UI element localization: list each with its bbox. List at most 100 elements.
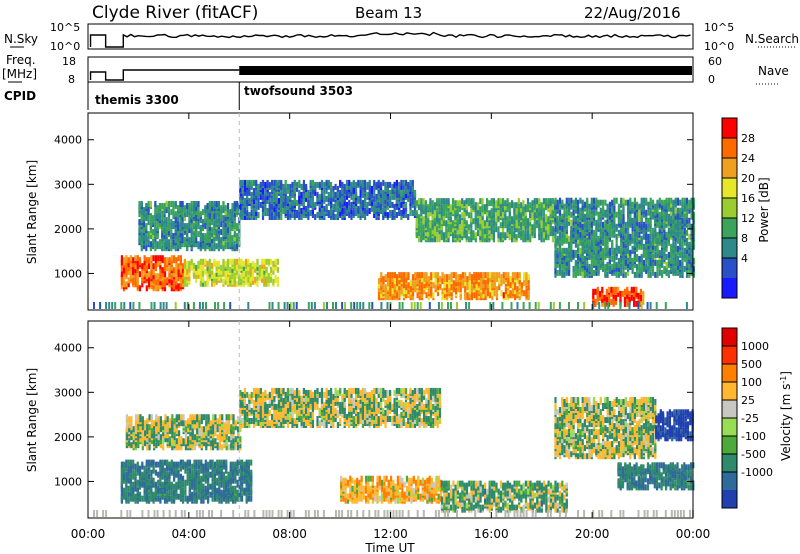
- power-echo-cell: [298, 195, 301, 202]
- power-echo-cell: [515, 214, 518, 221]
- power-echo-cell: [638, 267, 641, 274]
- power-echo-cell: [611, 211, 614, 218]
- power-echo-cell: [661, 233, 664, 240]
- power-echo-cell: [470, 228, 473, 235]
- power-echo-cell: [656, 259, 659, 266]
- power-echo-cell: [654, 215, 657, 222]
- power-echo-cell: [427, 220, 430, 227]
- power-echo-cell: [526, 232, 530, 239]
- power-echo-cell: [540, 218, 543, 225]
- power-echo-cell: [636, 223, 639, 230]
- power-echo-cell: [167, 243, 171, 250]
- power-echo-cell: [159, 267, 162, 274]
- power-echo-cell: [327, 179, 330, 186]
- nsearch-tick-top: 10^5: [704, 21, 734, 34]
- power-echo-cell: [568, 205, 571, 212]
- power-echo-cell: [190, 264, 193, 271]
- power-echo-cell: [170, 255, 173, 262]
- power-echo-cell: [422, 198, 425, 205]
- power-echo-cell: [549, 198, 552, 205]
- velocity-echo-cell: [161, 481, 164, 488]
- power-echo-cell: [391, 280, 394, 287]
- power-echo-cell: [588, 231, 591, 238]
- power-echo-cell: [359, 210, 362, 216]
- power-echo-cell: [602, 259, 605, 266]
- power-echo-cell: [170, 233, 173, 240]
- power-echo-cell: [463, 228, 466, 235]
- power-echo-cell: [597, 247, 600, 254]
- power-echo-cell: [251, 278, 255, 285]
- power-echo-cell: [220, 205, 223, 212]
- power-echo-cell: [361, 199, 364, 206]
- power-echo-cell: [624, 221, 627, 228]
- power-echo-cell: [624, 227, 627, 234]
- power-echo-cell: [161, 267, 164, 274]
- power-echo-cell: [238, 258, 241, 265]
- power-echo-cell: [418, 294, 421, 301]
- power-echo-cell: [455, 272, 458, 279]
- power-echo-cell: [181, 209, 184, 216]
- power-echo-cell: [206, 207, 209, 214]
- power-echo-cell: [481, 198, 484, 205]
- power-echo-cell: [380, 272, 383, 279]
- power-echo-cell: [561, 231, 564, 238]
- power-echo-cell: [645, 213, 648, 220]
- power-echo-cell: [307, 302, 310, 309]
- power-echo-cell: [525, 280, 528, 287]
- power-colorbar-tick-label: 4: [741, 252, 748, 265]
- power-echo-cell: [590, 263, 593, 270]
- power-echo-cell: [395, 189, 398, 196]
- power-echo-cell: [468, 288, 471, 295]
- power-echo-cell: [642, 251, 645, 258]
- power-echo-cell: [389, 210, 392, 216]
- power-echo-cell: [658, 201, 661, 208]
- power-echo-cell: [405, 284, 408, 291]
- power-echo-cell: [393, 203, 396, 210]
- power-echo-cell: [613, 205, 616, 212]
- power-echo-cell: [665, 261, 668, 268]
- power-echo-cell: [156, 205, 159, 212]
- power-echo-cell: [577, 227, 580, 234]
- power-echo-cell: [465, 204, 468, 211]
- power-echo-cell: [148, 257, 151, 264]
- power-echo-cell: [681, 211, 684, 218]
- power-echo-cell: [159, 263, 162, 270]
- power-echo-cell: [633, 231, 636, 238]
- power-echo-cell: [314, 214, 317, 220]
- power-echo-cell: [327, 199, 330, 206]
- power-echo-cell: [472, 204, 475, 211]
- power-echo-cell: [672, 257, 675, 264]
- power-echo-cell: [622, 205, 625, 212]
- power-echo-cell: [619, 290, 622, 297]
- power-echo-cell: [692, 265, 695, 272]
- power-echo-cell: [305, 195, 308, 202]
- power-echo-cell: [357, 212, 360, 218]
- power-echo-cell: [658, 257, 661, 264]
- power-echo-cell: [642, 298, 645, 305]
- power-echo-cell: [233, 276, 236, 283]
- power-echo-cell: [243, 214, 246, 220]
- power-echo-cell: [195, 272, 198, 279]
- power-echo-cell: [690, 213, 693, 220]
- power-echo-cell: [380, 302, 383, 309]
- power-echo-cell: [563, 217, 566, 224]
- power-echo-cell: [382, 195, 385, 202]
- power-echo-cell: [440, 204, 443, 211]
- power-echo-cell: [296, 181, 299, 188]
- power-echo-cell: [366, 181, 369, 188]
- power-echo-cell: [465, 198, 468, 205]
- power-echo-cell: [384, 197, 387, 204]
- power-echo-cell: [377, 282, 381, 289]
- power-echo-cell: [220, 276, 223, 283]
- power-echo-cell: [241, 197, 244, 204]
- power-echo-cell: [502, 278, 505, 285]
- power-echo-cell: [183, 215, 186, 222]
- power-echo-cell: [606, 271, 609, 278]
- power-echo-cell: [570, 225, 573, 232]
- power-echo-cell: [161, 245, 164, 252]
- power-echo-cell: [284, 187, 287, 194]
- power-echo-cell: [524, 214, 527, 221]
- power-echo-cell: [120, 271, 123, 278]
- power-echo-cell: [493, 276, 496, 283]
- power-echo-cell: [572, 225, 575, 232]
